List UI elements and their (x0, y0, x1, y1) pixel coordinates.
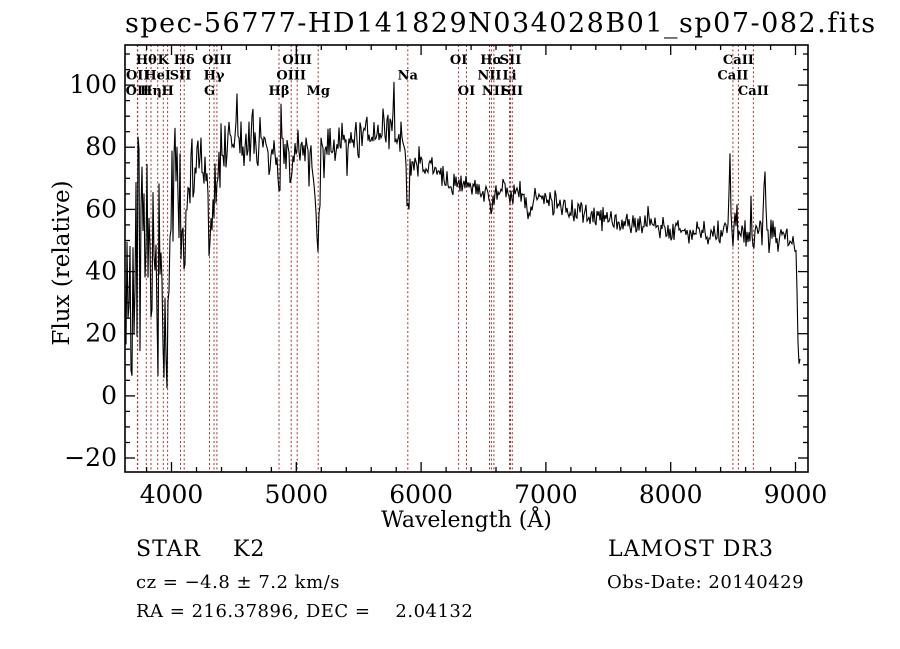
spectral-line-label: HeI (144, 69, 171, 84)
y-tick-label: 0 (101, 381, 117, 410)
x-tick-label: 7000 (514, 480, 578, 509)
axis-ticks (125, 45, 808, 472)
spectral-line-label: Li (502, 69, 516, 84)
y-tick-label: −20 (64, 443, 117, 472)
y-tick-label: 40 (85, 257, 117, 286)
spectrum-curve (125, 81, 801, 389)
y-tick-label: 60 (85, 194, 117, 223)
plot-title: spec-56777-HD141829N034028B01_sp07-082.f… (125, 8, 877, 39)
spectral-line-label: Hγ (204, 69, 225, 84)
spectral-line-label: OIII (276, 69, 306, 84)
spectral-line-label: CaII (717, 69, 748, 84)
spectral-line-label: OIII (202, 53, 232, 68)
tick-labels: 4000 5000 6000 7000 8000 9000 −20 0 20 40 60 80 100 (64, 70, 827, 509)
spectral-line-markers (136, 45, 754, 472)
obs-date-label: Obs-Date: 20140429 (607, 572, 805, 593)
x-tick-label: 8000 (639, 480, 703, 509)
coordinates-label: RA = 216.37896, DEC = 2.04132 (136, 601, 474, 622)
spectral-line-label: H (161, 84, 173, 99)
spectral-line-label: OI (458, 84, 475, 99)
spectral-line-label: CaII (738, 84, 769, 99)
plot-box (124, 44, 809, 473)
x-tick-label: 9000 (764, 480, 828, 509)
spectral-line-label: Mg (306, 84, 329, 99)
x-tick-label: 4000 (140, 480, 204, 509)
spectral-line-label: Hθ (136, 53, 157, 68)
x-tick-label: 5000 (264, 480, 328, 509)
spectral-line-label: K (158, 53, 170, 68)
spectral-line-label: OII (126, 69, 150, 84)
spectral-line-label: Hβ (269, 84, 290, 99)
x-tick-label: 6000 (389, 480, 453, 509)
spectral-line-label: G (204, 84, 215, 99)
spectral-line-label: OIII (282, 53, 312, 68)
spectral-line-labels: OIIOIIHθHηHeIKHSIIHδGHγOIIIHβOIIIOIIIMgN… (126, 53, 769, 99)
spectral-line-label: OI (450, 53, 467, 68)
spectral-line-label: Hη (140, 84, 162, 99)
radial-velocity-label: cz = −4.8 ± 7.2 km/s (136, 572, 340, 593)
y-tick-label: 20 (85, 319, 117, 348)
spectral-line-label: OII (126, 84, 150, 99)
spectral-line-label: Hα (480, 53, 502, 68)
y-tick-label: 80 (85, 132, 117, 161)
x-axis-label: Wavelength (Å) (381, 508, 552, 533)
spectral-line-label: CaII (723, 53, 754, 68)
y-tick-label: 100 (69, 70, 117, 99)
spectral-line-label: NII (482, 84, 506, 99)
object-class-label: STAR K2 (136, 537, 266, 562)
survey-label: LAMOST DR3 (608, 537, 774, 562)
spectral-line-label: SII (502, 84, 524, 99)
spectral-line-label: SII (500, 53, 522, 68)
spectral-line-label: Na (398, 69, 419, 84)
spectral-line-label: SII (170, 69, 192, 84)
spectral-line-label: NII (477, 69, 501, 84)
y-axis-label: Flux (relative) (49, 180, 75, 346)
spectral-line-label: Hδ (174, 53, 195, 68)
